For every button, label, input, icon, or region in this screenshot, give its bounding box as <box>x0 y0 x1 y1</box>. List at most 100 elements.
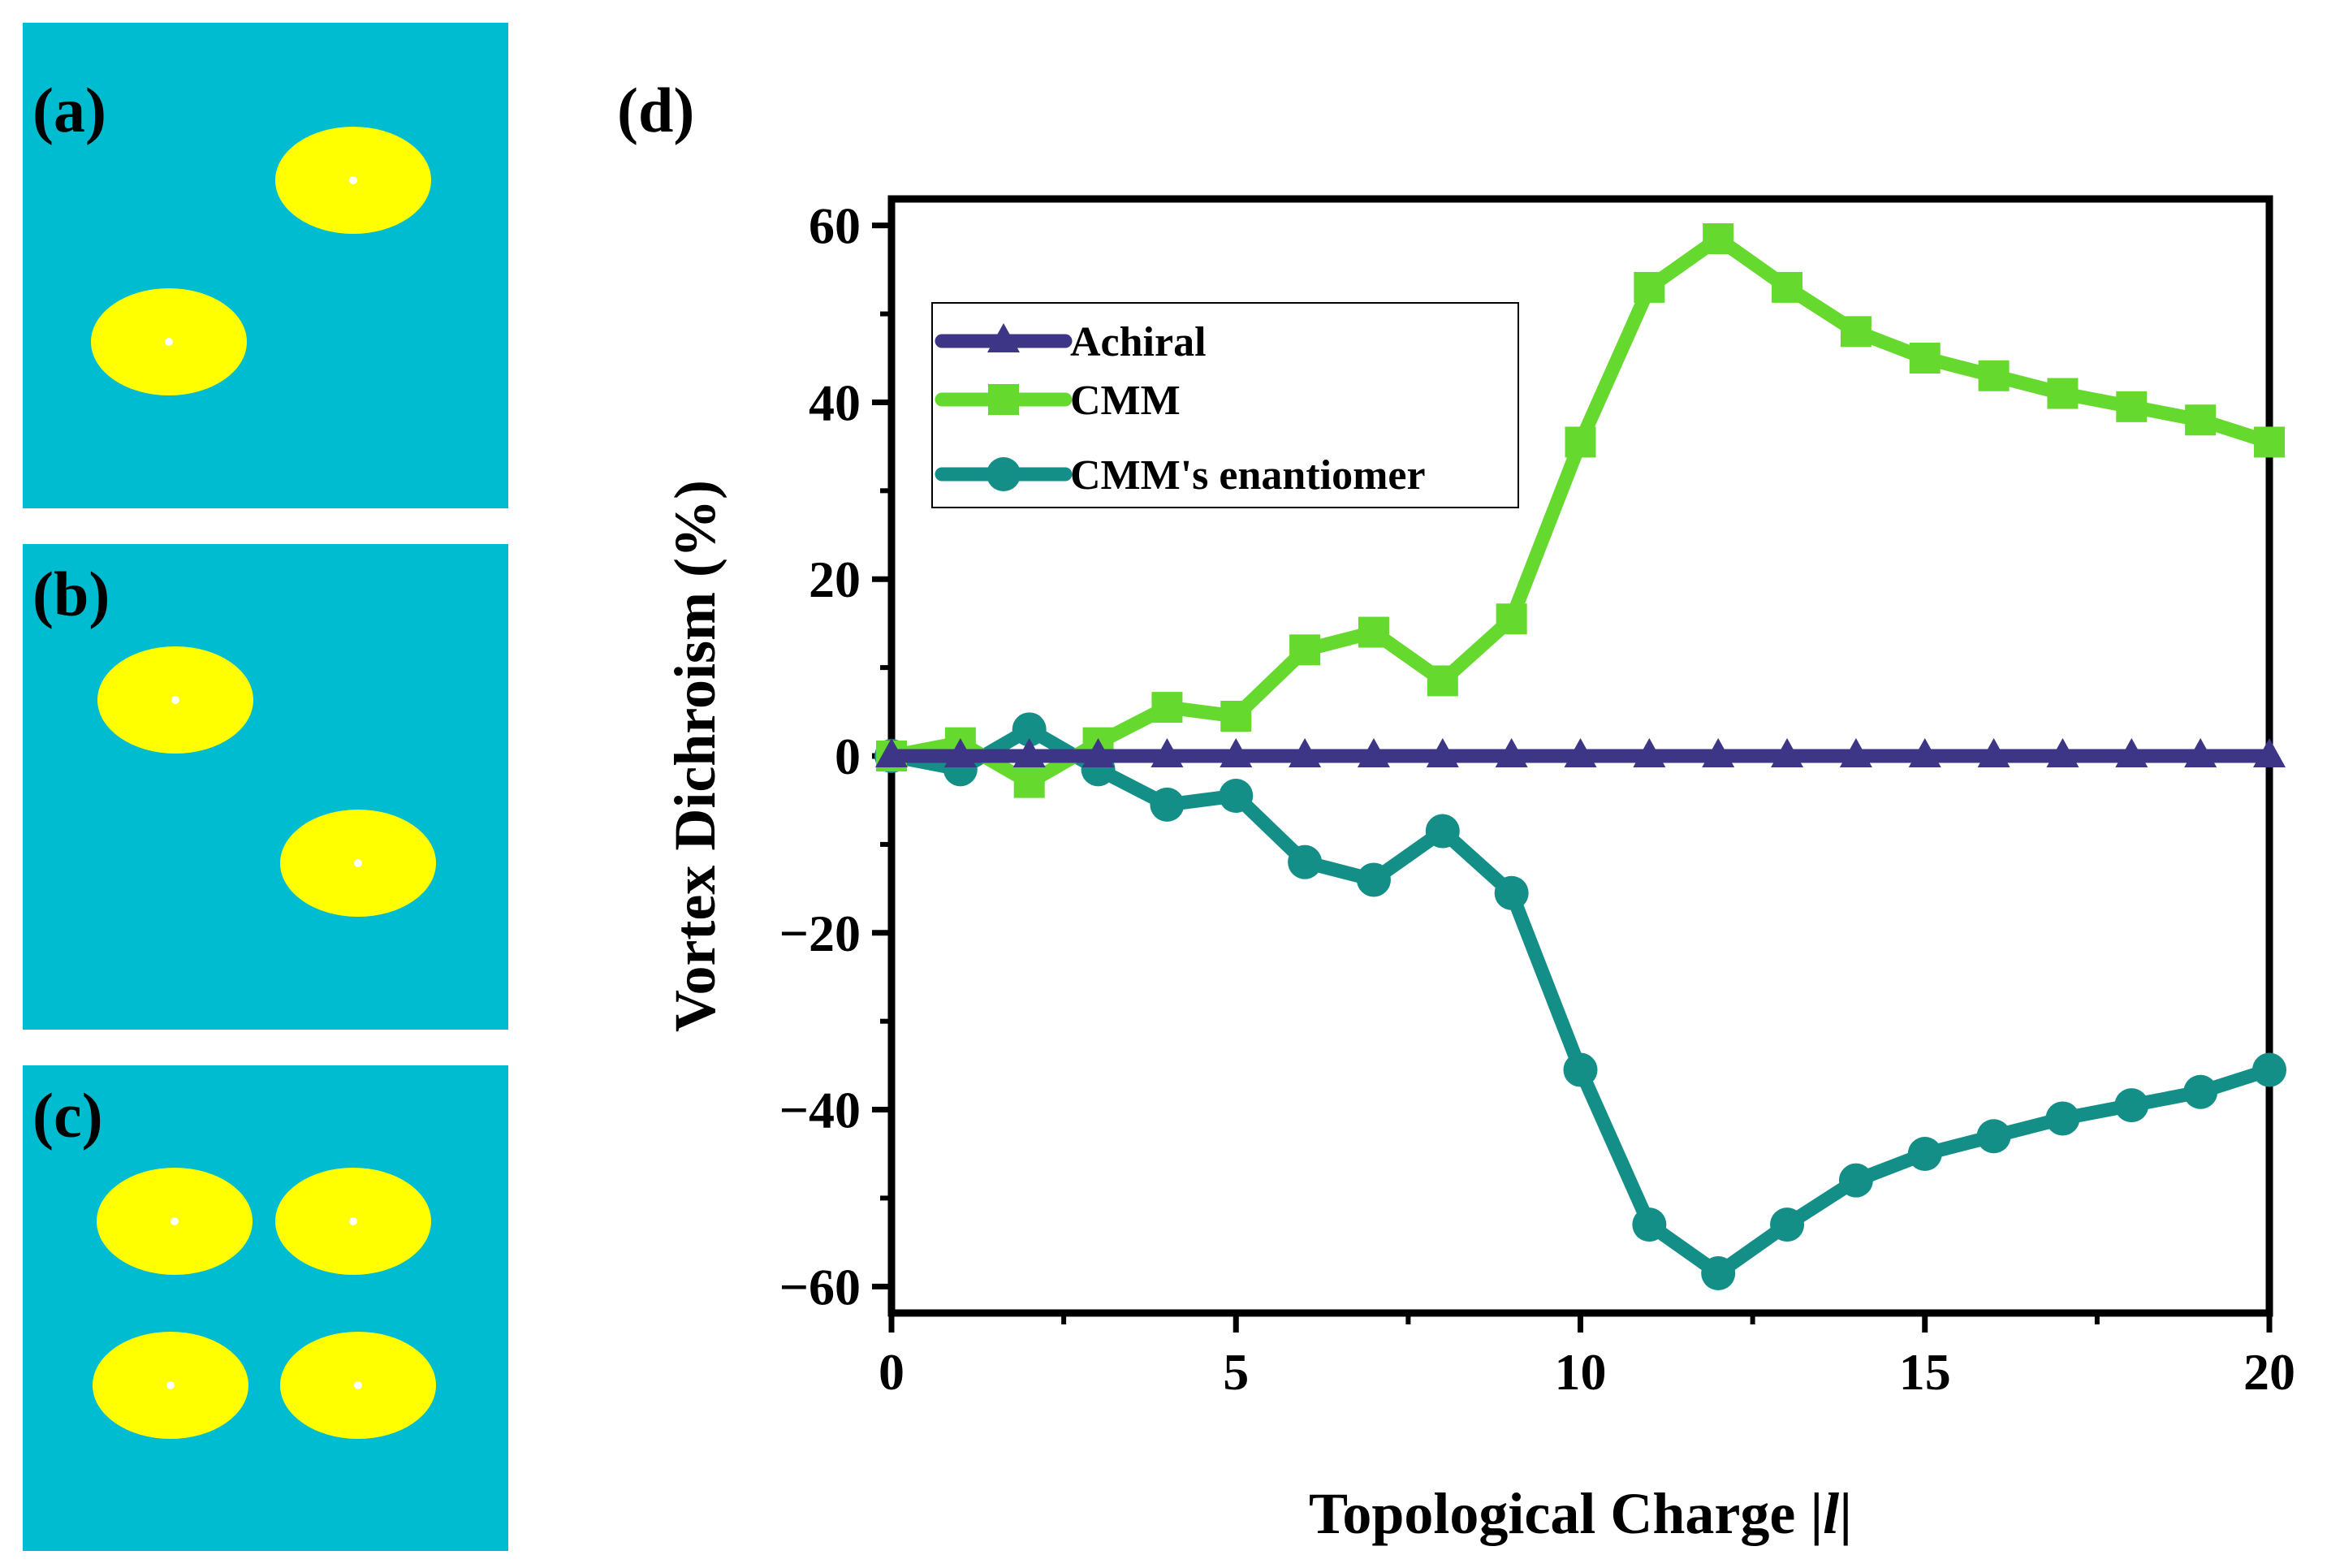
legend-swatch-marker <box>986 457 1021 491</box>
data-point <box>1220 738 1253 767</box>
panel-a-ellipse-1-dot <box>349 176 357 184</box>
legend-label: CMM <box>1070 378 1181 424</box>
data-point <box>2184 738 2217 767</box>
panel-c-label: (c) <box>32 1080 103 1151</box>
series-cmm <box>876 223 2285 798</box>
panel-c-background <box>23 1065 508 1551</box>
panel-c-ellipse-4-dot <box>354 1381 362 1389</box>
data-point <box>2046 738 2079 767</box>
y-tick-label: 20 <box>809 551 861 608</box>
data-point <box>1288 844 1323 879</box>
legend-item-cmm: CMM <box>935 378 1181 424</box>
x-tick-label: 15 <box>1899 1343 1951 1401</box>
panel-c-ellipse-2-dot <box>349 1217 357 1225</box>
legend-item-achiral: Achiral <box>935 319 1207 365</box>
data-point <box>1907 1137 1942 1171</box>
y-tick-label: 60 <box>809 197 861 255</box>
data-point <box>1770 1207 1805 1242</box>
x-tick-label: 5 <box>1223 1343 1249 1401</box>
data-point <box>2253 738 2286 767</box>
data-point <box>2045 1101 2080 1136</box>
panel-c: (c) <box>23 1065 508 1551</box>
data-point <box>2116 391 2148 422</box>
panel-b: (b) <box>23 544 508 1030</box>
panel-a-background <box>23 23 508 508</box>
panel-b-label: (b) <box>32 559 110 629</box>
data-point <box>1219 779 1254 813</box>
panel-a-ellipse-2-dot <box>165 338 173 346</box>
data-point <box>2047 378 2079 409</box>
data-point <box>943 738 977 767</box>
legend: Achiral CMM CMM's enantiomer <box>931 302 1519 508</box>
data-point <box>1220 701 1252 732</box>
data-point <box>2115 738 2148 767</box>
data-point <box>1081 738 1115 767</box>
data-point <box>1013 767 1045 798</box>
data-point <box>1495 738 1528 767</box>
data-point <box>1840 316 1872 348</box>
y-tick-label: 40 <box>809 374 861 431</box>
data-point <box>1838 1163 1873 1198</box>
y-axis-title: Vortex Dichroism (%) <box>663 480 727 1032</box>
data-point <box>1426 738 1459 767</box>
panel-b-ellipse-1-dot <box>171 696 179 704</box>
data-point <box>1564 738 1597 767</box>
panel-d: (d) 0 5 10 15 20 60 40 20 0 −20 −40 −60 Topological … <box>617 75 2295 1546</box>
data-point <box>875 738 908 767</box>
data-point <box>2254 426 2285 458</box>
data-point <box>1356 862 1391 897</box>
data-point <box>1703 223 1734 254</box>
x-tick-label: 0 <box>879 1343 904 1401</box>
data-point <box>1427 665 1458 697</box>
data-point <box>2114 1088 2149 1123</box>
y-tick-label: −20 <box>779 905 861 962</box>
data-point <box>1150 787 1185 822</box>
series-line <box>884 722 2277 1281</box>
data-point <box>1633 738 1666 767</box>
data-point <box>1909 343 1941 374</box>
legend-label: CMM's enantiomer <box>1070 452 1426 499</box>
series-cmm-s-enantiomer <box>874 712 2286 1290</box>
chart: 0 5 10 15 20 60 40 20 0 −20 −40 −60 Topological Char… <box>663 195 2295 1546</box>
data-point <box>1634 271 1665 303</box>
data-point <box>1289 634 1321 666</box>
data-point <box>1563 1052 1598 1087</box>
data-point <box>1976 1119 2011 1154</box>
panel-c-ellipse-1-dot <box>171 1217 179 1225</box>
data-point <box>1702 738 1735 767</box>
data-point <box>1425 814 1460 849</box>
panel-c-ellipse-3-dot <box>166 1381 175 1389</box>
data-point <box>1289 738 1322 767</box>
y-tick-label: 0 <box>835 728 861 785</box>
panel-b-ellipse-2-dot <box>354 859 362 867</box>
y-tick-label: −60 <box>779 1258 861 1315</box>
legend-swatch-marker <box>988 384 1019 415</box>
legend-item-cmm-s-enantiomer: CMM's enantiomer <box>935 452 1426 499</box>
panel-a: (a) <box>23 23 508 508</box>
y-tick-label: −40 <box>779 1082 861 1139</box>
data-point <box>1358 616 1389 648</box>
data-point <box>1839 738 1872 767</box>
data-point <box>1012 712 1047 747</box>
data-point <box>1771 738 1804 767</box>
data-point <box>2185 404 2217 436</box>
data-point <box>1978 360 2010 391</box>
panel-d-label: (d) <box>617 75 694 145</box>
data-point <box>1908 738 1941 767</box>
x-tick-label: 20 <box>2243 1343 2295 1401</box>
data-point <box>1632 1207 1667 1242</box>
legend-label: Achiral <box>1070 319 1207 365</box>
data-point <box>1496 603 1527 635</box>
data-point <box>1772 271 1803 303</box>
data-point <box>2252 1052 2286 1087</box>
legend-swatch-marker <box>987 323 1020 352</box>
data-point <box>2183 1074 2218 1109</box>
data-point <box>1357 738 1390 767</box>
data-point <box>1977 738 2010 767</box>
x-tick-label: 10 <box>1555 1343 1607 1401</box>
data-point <box>1012 738 1046 767</box>
series-achiral <box>875 738 2286 767</box>
data-point <box>1151 692 1183 724</box>
data-point <box>1494 875 1529 910</box>
